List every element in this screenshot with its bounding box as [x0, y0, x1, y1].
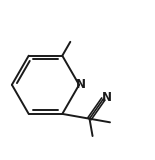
Text: N: N [76, 78, 86, 91]
Text: N: N [102, 91, 112, 104]
